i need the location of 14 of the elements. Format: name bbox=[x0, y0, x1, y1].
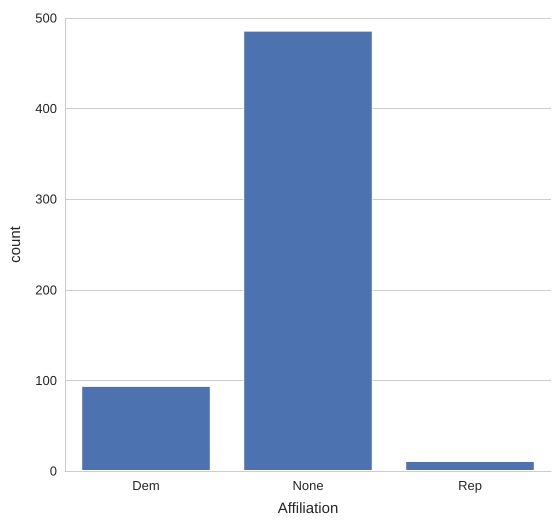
y-axis-title: count bbox=[7, 225, 24, 263]
y-tick-label: 200 bbox=[35, 282, 57, 298]
y-tick-label: 100 bbox=[35, 372, 57, 388]
bar bbox=[405, 461, 535, 471]
y-tick-label: 400 bbox=[35, 101, 57, 116]
bar bbox=[81, 386, 211, 471]
y-tick-label: 300 bbox=[35, 192, 57, 207]
x-tick-label: None bbox=[292, 478, 324, 493]
y-tick-label: 0 bbox=[50, 464, 57, 478]
bar bbox=[243, 30, 373, 471]
x-tick-label: Rep bbox=[458, 478, 482, 493]
x-tick-label: Dem bbox=[132, 478, 160, 493]
x-axis-title: Affiliation bbox=[278, 500, 338, 517]
y-tick-label: 500 bbox=[35, 10, 57, 26]
